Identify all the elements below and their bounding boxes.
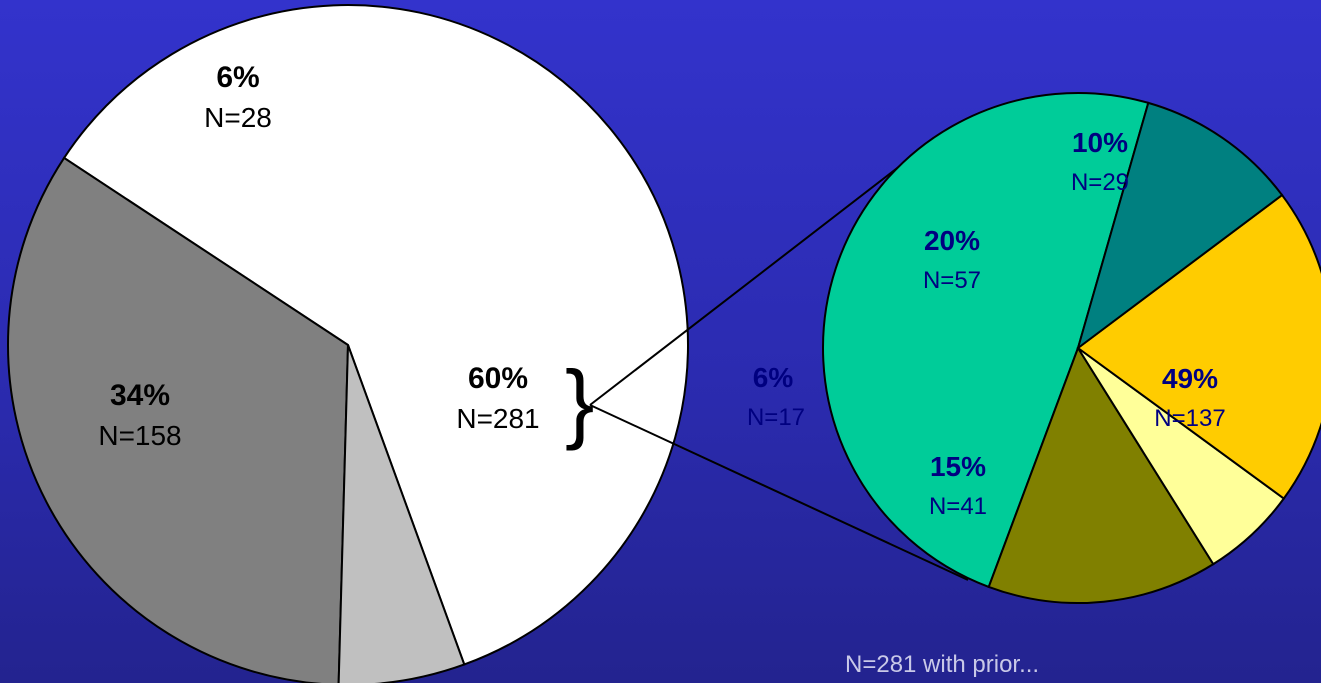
right-pie-slice-4-count-label: N=29 [1071, 169, 1129, 196]
left-pie-slice-2-percent-label: 6% [216, 61, 259, 94]
left-pie-slice-2 [337, 344, 466, 683]
right-pie-chart [822, 92, 1321, 604]
right-pie-slice-3 [1076, 193, 1321, 500]
right-pie-slice-3-percent-label: 20% [924, 225, 980, 256]
right-pie-slice-4-percent-label: 10% [1072, 127, 1128, 158]
slice-labels: 60% N=281 34% N=158 6% N=28 49% N=137 15% N=41 6% N… [98, 61, 1225, 520]
left-pie-chart [7, 4, 689, 683]
left-pie-slice-0-percent-label: 60% [468, 362, 528, 395]
left-pie-slice-0-count-label: N=281 [456, 403, 539, 434]
right-pie-slice-4 [1076, 101, 1284, 351]
footnote-text: N=281 with prior... [845, 651, 1040, 678]
left-pie-slice-0 [62, 4, 689, 666]
right-pie-slice-1-count-label: N=41 [929, 493, 987, 520]
right-pie-slice-2-count-label: N=17 [747, 404, 805, 431]
left-pie-slice-1-percent-label: 34% [110, 379, 170, 412]
right-pie-slice-3-count-label: N=57 [923, 267, 981, 294]
left-pie-slice-1 [7, 156, 350, 683]
connector-line-top [589, 148, 923, 406]
right-pie-slice-0-count-label: N=137 [1154, 405, 1225, 432]
group-brace: } [565, 352, 594, 451]
right-pie-slice-0-percent-label: 49% [1162, 363, 1218, 394]
right-pie-slice-1-percent-label: 15% [930, 451, 986, 482]
left-pie-slice-2-count-label: N=28 [204, 102, 272, 133]
breakdown-connector-lines [589, 148, 969, 581]
right-pie-slice-0 [822, 92, 1150, 589]
connector-line-bottom [589, 404, 969, 581]
right-pie-slice-2-percent-label: 6% [753, 362, 794, 393]
left-pie-slice-1-count-label: N=158 [98, 420, 181, 451]
right-pie-slice-1 [987, 345, 1215, 604]
